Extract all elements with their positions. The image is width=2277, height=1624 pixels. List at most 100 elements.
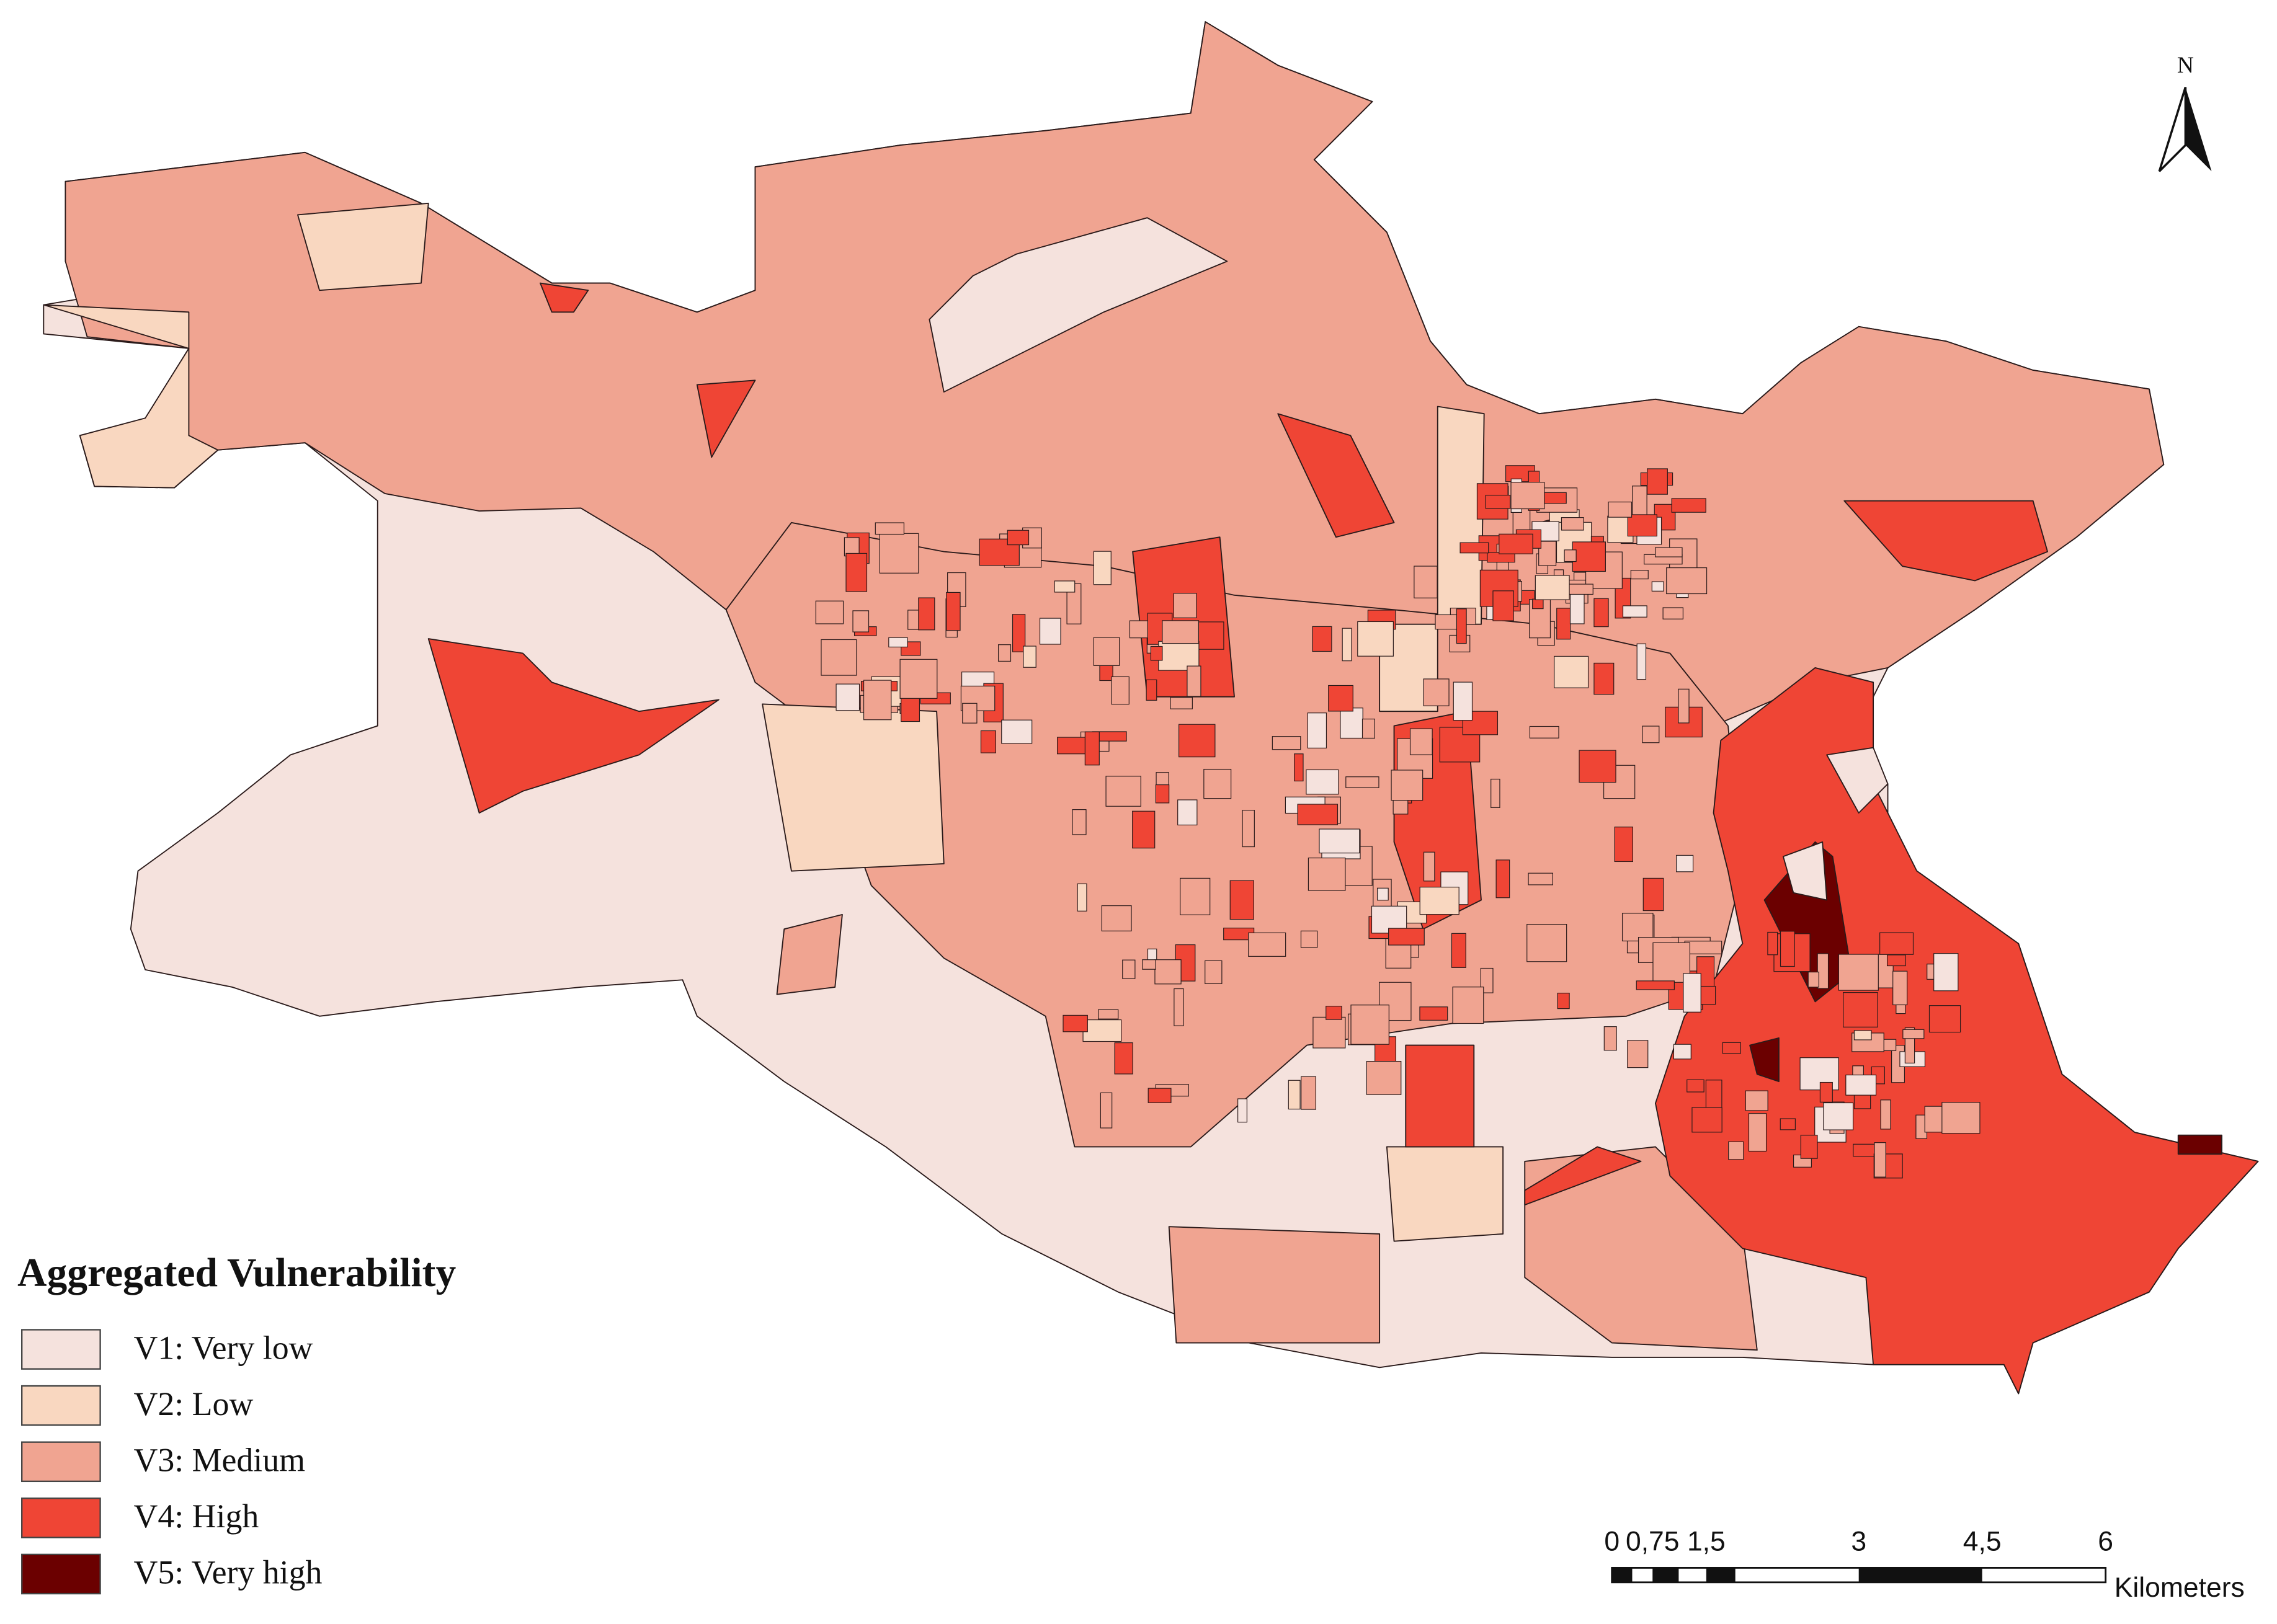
block — [1301, 1076, 1316, 1110]
block — [1614, 827, 1633, 863]
block — [1636, 643, 1647, 680]
block — [1419, 887, 1459, 915]
block — [821, 639, 857, 676]
legend: V1: Very low V2: Low V3: Medium V4: High V5:… — [21, 1329, 323, 1595]
block — [1361, 718, 1375, 739]
block — [1526, 923, 1567, 962]
block — [1491, 778, 1500, 808]
region — [297, 202, 429, 291]
block — [1173, 593, 1197, 618]
scale-label: 3 — [1851, 1526, 1866, 1556]
block — [1630, 570, 1649, 580]
block — [1063, 1014, 1088, 1032]
block — [1691, 1107, 1722, 1133]
block — [1845, 1075, 1877, 1096]
block — [1098, 1009, 1119, 1019]
region — [1168, 1226, 1381, 1344]
block — [1823, 1102, 1854, 1130]
block — [899, 659, 938, 699]
legend-label: V5: Very high — [133, 1554, 322, 1591]
map-regions — [43, 21, 2259, 1395]
legend-swatch — [21, 1553, 101, 1595]
block — [1146, 679, 1157, 701]
block — [1456, 608, 1467, 644]
block — [1647, 468, 1668, 495]
legend-title: Aggregated Vulnerability — [17, 1251, 456, 1295]
block — [1817, 953, 1829, 989]
block — [1819, 1081, 1833, 1103]
block — [1902, 1029, 1925, 1039]
block — [1082, 1019, 1122, 1042]
region — [1277, 413, 1395, 538]
block — [1178, 724, 1216, 758]
map-blocks — [815, 465, 1981, 1179]
legend-label: V4: High — [133, 1498, 259, 1535]
block — [1561, 517, 1584, 531]
block — [1928, 1005, 1961, 1033]
block — [1326, 1006, 1342, 1020]
block — [1366, 1061, 1402, 1095]
block — [1572, 541, 1606, 572]
block — [1100, 1092, 1113, 1129]
block — [1409, 728, 1433, 755]
legend-label: V3: Medium — [133, 1441, 305, 1478]
block — [1350, 1005, 1389, 1045]
block — [1007, 530, 1030, 546]
block — [1162, 620, 1200, 644]
block — [888, 637, 908, 648]
scale-label: 0,75 — [1626, 1526, 1680, 1556]
block — [1459, 542, 1489, 554]
block — [1728, 1141, 1744, 1160]
scale-segment — [1706, 1568, 1736, 1582]
block — [1132, 810, 1156, 849]
block — [1242, 809, 1255, 848]
block — [1593, 598, 1609, 628]
scale-label: 6 — [2098, 1526, 2113, 1556]
north-arrow — [2158, 86, 2212, 172]
region — [1843, 500, 2048, 582]
block — [1532, 598, 1544, 610]
block — [1843, 992, 1878, 1027]
block — [1687, 1079, 1704, 1093]
block — [1579, 750, 1616, 783]
block — [1342, 628, 1352, 662]
block — [1294, 753, 1304, 782]
legend-label: V2: Low — [133, 1385, 253, 1422]
region — [540, 282, 589, 313]
block — [1673, 1044, 1691, 1060]
region — [2177, 1134, 2222, 1155]
block — [1453, 681, 1473, 721]
block — [1608, 501, 1633, 518]
block — [1655, 547, 1683, 557]
block — [1807, 972, 1819, 988]
block — [1345, 776, 1379, 788]
region — [1524, 1146, 1642, 1206]
block — [845, 552, 868, 592]
scale-label: 4,5 — [1963, 1526, 2002, 1556]
block — [1499, 533, 1533, 554]
block — [1621, 913, 1654, 942]
block — [1054, 580, 1076, 593]
scale-segment — [1611, 1568, 1633, 1582]
block — [980, 730, 996, 753]
scale-bar: 0 0,75 1,5 3 4,5 6 — [1604, 1526, 2113, 1584]
block — [879, 533, 919, 574]
block — [1023, 646, 1036, 668]
block — [1297, 804, 1339, 825]
block — [1510, 482, 1545, 510]
block — [1306, 769, 1339, 795]
block — [1423, 678, 1450, 706]
region — [1783, 841, 1828, 901]
block — [1093, 637, 1120, 666]
block — [1099, 664, 1113, 681]
block — [1319, 828, 1360, 854]
block — [1603, 1026, 1617, 1051]
block — [1072, 809, 1087, 835]
block — [1174, 988, 1184, 1026]
block — [815, 600, 844, 624]
block — [1745, 1090, 1768, 1111]
block — [1452, 987, 1484, 1024]
north-arrow-half — [2185, 87, 2212, 172]
